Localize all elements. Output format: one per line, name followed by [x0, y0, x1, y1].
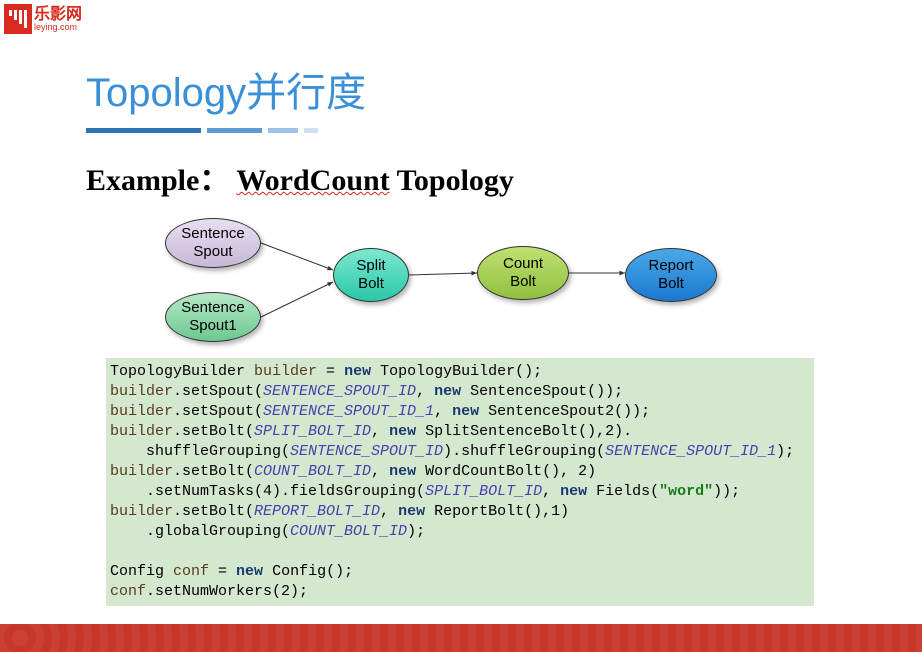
code-block: TopologyBuilder builder = new TopologyBu…	[106, 358, 814, 606]
node-count: CountBolt	[477, 246, 569, 300]
logo-text-en: leying.com	[34, 23, 82, 32]
logo-icon	[4, 4, 32, 34]
example-heading: Example： WordCount Topology	[86, 155, 514, 199]
example-suffix: Topology	[397, 164, 514, 197]
node-spout1: SentenceSpout1	[165, 292, 261, 342]
title-underline	[86, 128, 318, 133]
node-report: ReportBolt	[625, 248, 717, 302]
example-underlined: WordCount	[236, 164, 389, 197]
logo: 乐影网 leying.com	[4, 4, 82, 34]
node-spout: SentenceSpout	[165, 218, 261, 268]
slide-title: Topology并行度	[86, 60, 366, 118]
footer-bar	[0, 624, 922, 652]
example-prefix: Example：	[86, 164, 229, 197]
logo-text-cn: 乐影网	[34, 7, 82, 23]
node-split: SplitBolt	[333, 248, 409, 302]
topology-diagram: SentenceSpout SentenceSpout1 SplitBolt Coun…	[155, 210, 755, 350]
